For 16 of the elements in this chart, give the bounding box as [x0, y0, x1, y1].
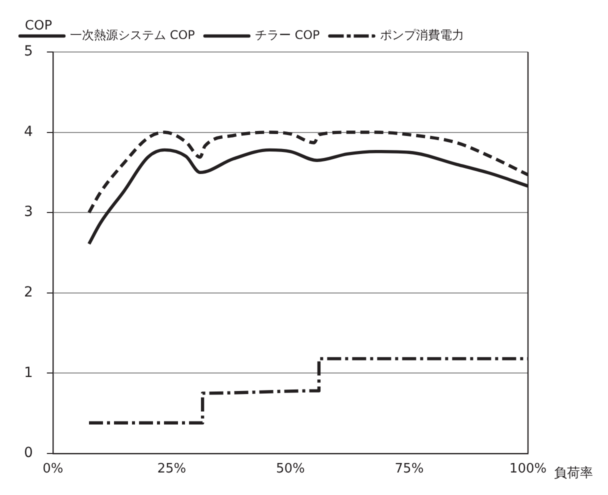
y-tick-label: 0 [24, 445, 33, 462]
x-tick-label: 100% [509, 462, 547, 477]
y-tick-label: 4 [24, 124, 33, 140]
y-tick-label: 2 [24, 284, 33, 300]
x-axis-title: 負荷率 [554, 464, 593, 481]
y-tick-label: 1 [24, 364, 33, 381]
legend-label: ポンプ消費電力 [380, 28, 464, 42]
y-tick-label: 3 [24, 204, 33, 220]
x-tick-label: 75% [394, 462, 424, 477]
legend-label: 一次熱源システム COP [70, 28, 195, 42]
x-tick-label: 25% [157, 462, 186, 477]
x-tick-label: 0% [42, 462, 64, 477]
x-tick-label: 50% [276, 462, 305, 477]
y-axis-title: COP [24, 18, 52, 34]
y-tick-label: 5 [24, 44, 33, 60]
legend-label: チラー COP [254, 28, 320, 42]
